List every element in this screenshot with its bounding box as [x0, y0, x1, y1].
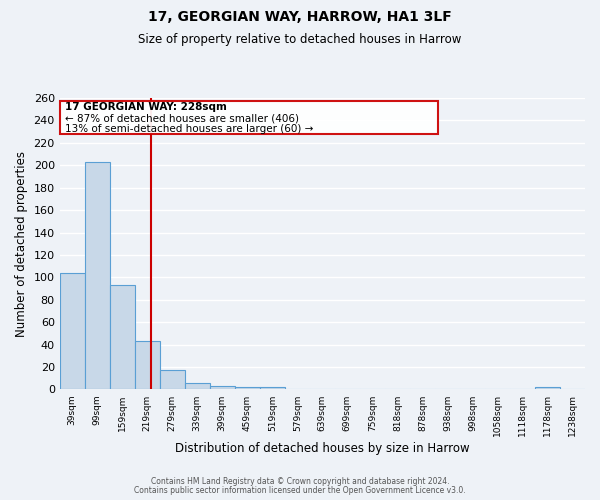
Y-axis label: Number of detached properties: Number of detached properties: [15, 150, 28, 336]
Bar: [135, 342, 160, 390]
Bar: [235, 387, 260, 390]
Text: ← 87% of detached houses are smaller (406): ← 87% of detached houses are smaller (40…: [65, 114, 299, 124]
Text: 17, GEORGIAN WAY, HARROW, HA1 3LF: 17, GEORGIAN WAY, HARROW, HA1 3LF: [148, 10, 452, 24]
Text: 13% of semi-detached houses are larger (60) →: 13% of semi-detached houses are larger (…: [65, 124, 313, 134]
Bar: [85, 162, 110, 390]
Text: Contains HM Land Registry data © Crown copyright and database right 2024.: Contains HM Land Registry data © Crown c…: [151, 477, 449, 486]
Text: 17 GEORGIAN WAY: 228sqm: 17 GEORGIAN WAY: 228sqm: [65, 102, 227, 113]
Text: Contains public sector information licensed under the Open Government Licence v3: Contains public sector information licen…: [134, 486, 466, 495]
Bar: [160, 370, 185, 390]
Text: Size of property relative to detached houses in Harrow: Size of property relative to detached ho…: [139, 32, 461, 46]
Bar: [110, 285, 135, 390]
FancyBboxPatch shape: [59, 101, 438, 134]
X-axis label: Distribution of detached houses by size in Harrow: Distribution of detached houses by size …: [175, 442, 470, 455]
Bar: [535, 387, 560, 390]
Bar: [260, 387, 285, 390]
Bar: [59, 273, 85, 390]
Bar: [210, 386, 235, 390]
Bar: [185, 382, 210, 390]
